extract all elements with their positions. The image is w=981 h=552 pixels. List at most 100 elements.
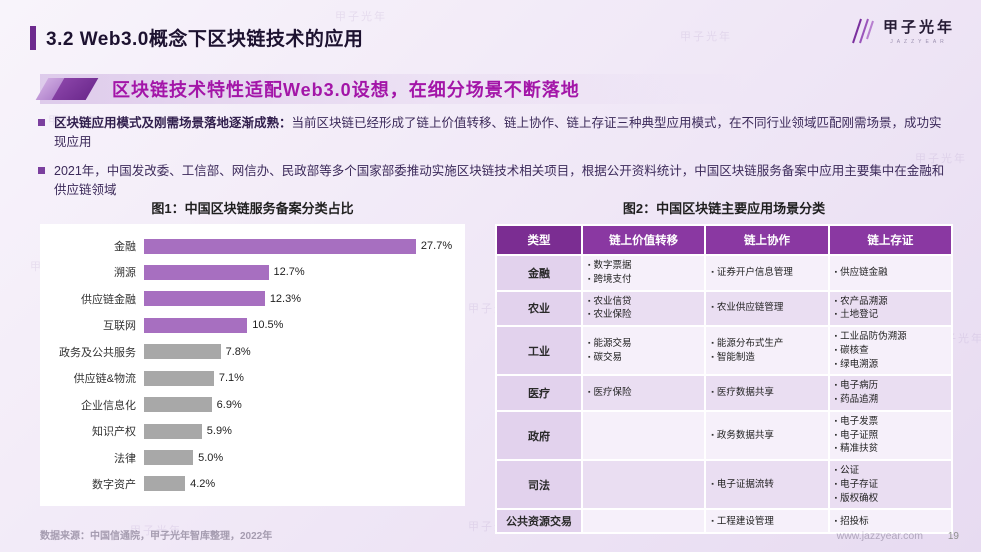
table-cell [580, 409, 707, 462]
table-header-row: 类型 链上价值转移 链上协作 链上存证 [495, 224, 954, 256]
subtitle-ribbon: 区块链技术特性适配Web3.0设想，在细分场景不断落地 [35, 74, 947, 104]
bar-row: 数字资产 4.2% [46, 476, 453, 492]
table-type-cell: 政府 [495, 409, 583, 462]
watermark: 甲子光年 [48, 115, 100, 127]
table-row: 政府 ▪ 政务数据共享 ▪ 电子发票 ▪ 电子证照 ▪ 精准扶贫 [495, 409, 954, 462]
table-cell: ▪ 能源交易 ▪ 碳交易 [580, 325, 707, 377]
bullet-square-icon: ▪ [834, 360, 838, 368]
bullet-square-icon: ▪ [834, 445, 838, 453]
table-cell-item: ▪ 电子证据流转 [711, 478, 774, 490]
bullet-square-icon: ▪ [834, 268, 838, 276]
bar-track: 12.7% [144, 264, 453, 280]
table-cell [580, 459, 707, 511]
bullet-item: 区块链应用模式及刚需场景落地逐渐成熟：当前区块链已经形成了链上价值转移、链上协作… [38, 114, 953, 153]
bar-chart: 金融 27.7% 溯源 12.7% 供应链金融 12.3% 互联网 10.5% 政务及公共服务 7… [46, 238, 453, 492]
table-cell-item: ▪ 土地登记 [834, 309, 879, 321]
table-cell: ▪ 电子证据流转 [704, 459, 830, 511]
bar-row: 法律 5.0% [46, 450, 453, 466]
table-cell: ▪ 能源分布式生产 ▪ 智能制造 [704, 325, 830, 377]
bar [144, 476, 186, 492]
subtitle-band [40, 74, 947, 104]
content-row: 图1：中国区块链服务备案分类占比 金融 27.7% 溯源 12.7% 供应链金融 12.3… [40, 198, 954, 535]
bar-track: 10.5% [144, 317, 453, 333]
table-cell [580, 508, 707, 535]
bar-value-label: 7.8% [225, 345, 251, 358]
bar-value-label: 27.7% [420, 240, 453, 252]
footer-website: www.jazzyear.com [836, 530, 923, 542]
scenario-table: 类型 链上价值转移 链上协作 链上存证 金融 ▪ 数字票据 ▪ 跨境支付 ▪ 证券开户信息管理 ▪ 供… [495, 224, 954, 535]
bar-value-label: 12.3% [269, 292, 302, 305]
bullet-square-icon: ▪ [834, 396, 838, 404]
table-row: 司法 ▪ 电子证据流转 ▪ 公证 ▪ 电子存证 ▪ 版权确权 [495, 459, 954, 511]
bullet-square-icon: ▪ [588, 389, 591, 397]
bar-track: 5.0% [144, 450, 453, 465]
bar [144, 238, 416, 254]
table-cell-item: ▪ 政务数据共享 [711, 429, 774, 441]
table-type-cell: 工业 [495, 325, 583, 377]
bullet-square-icon: ▪ [588, 339, 591, 347]
watermark: 甲子光年 [335, 11, 387, 23]
table-cell-item: ▪ 证券开户信息管理 [711, 266, 793, 278]
table-cell: ▪ 电子发票 ▪ 电子证照 ▪ 精准扶贫 [827, 409, 954, 462]
bar-row: 企业信息化 6.9% [46, 397, 453, 413]
brand-logo-subtext: JAZZYEAR [890, 39, 948, 45]
table-type-cell: 医疗 [495, 374, 583, 412]
table-cell: ▪ 农产品溯源 ▪ 土地登记 [827, 289, 954, 328]
table-cell-item: ▪ 电子病历 [834, 380, 879, 392]
table-cell-item: ▪ 医疗保险 [588, 387, 632, 399]
table-header-cell: 链上价值转移 [580, 224, 707, 256]
bullet-item: 2021年，中国发改委、工信部、网信办、民政部等多个国家部委推动实施区块链技术相… [38, 162, 953, 201]
brand-logo-text: 甲子光年 [882, 19, 955, 36]
bar-category-label: 供应链金融 [81, 293, 136, 306]
table-cell: ▪ 农业信贷 ▪ 农业保险 [580, 289, 707, 328]
table-cell-item: ▪ 药品追溯 [834, 394, 879, 406]
table-cell: ▪ 政务数据共享 [704, 409, 830, 462]
bullet-square-icon: ▪ [711, 517, 714, 525]
table-cell-item: ▪ 工业品防伪溯源 [834, 331, 907, 343]
bar-track: 12.3% [144, 291, 453, 307]
bullet-square-icon: ▪ [711, 268, 714, 276]
watermark: 甲子光年 [130, 525, 182, 537]
bar-value-label: 5.9% [206, 425, 232, 438]
bar-category-label: 溯源 [114, 267, 136, 280]
table-cell-item: ▪ 数字票据 [588, 260, 632, 271]
table-cell-item: ▪ 农业信贷 [588, 295, 632, 307]
title-accent-bar [30, 25, 36, 50]
bar-value-label: 7.1% [218, 372, 244, 385]
table-row: 公共资源交易 ▪ 工程建设管理 ▪ 招投标 [495, 508, 954, 535]
bar-category-label: 企业信息化 [81, 399, 136, 412]
page-number: 19 [947, 531, 959, 542]
bar-row: 供应链金融 12.3% [46, 291, 453, 307]
table-cell-item: ▪ 电子发票 [834, 415, 879, 427]
bullet-square-icon: ▪ [834, 346, 838, 354]
bullet-square-icon: ▪ [711, 389, 714, 397]
bar-category-label: 知识产权 [92, 426, 136, 439]
bullet-square-icon: ▪ [588, 311, 591, 319]
bullet-square-icon: ▪ [711, 339, 714, 347]
table-row: 工业 ▪ 能源交易 ▪ 碳交易 ▪ 能源分布式生产 ▪ 智能制造 ▪ 工业品防伪溯源 ▪ 碳核查 ▪ 绿电溯… [495, 325, 954, 377]
table-cell-item: ▪ 精准扶贫 [834, 443, 879, 455]
table-cell-item: ▪ 跨境支付 [588, 273, 632, 285]
subtitle-text: 区块链技术特性适配Web3.0设想，在细分场景不断落地 [112, 80, 580, 100]
bar-track: 7.1% [144, 370, 453, 386]
bullet-square-icon [38, 166, 45, 174]
bar-chart-panel: 金融 27.7% 溯源 12.7% 供应链金融 12.3% 互联网 10.5% 政务及公共服务 7… [40, 224, 465, 506]
table-type-cell: 农业 [495, 289, 583, 328]
bar-value-label: 5.0% [198, 451, 224, 464]
bullet-square-icon: ▪ [588, 275, 591, 283]
bar-category-label: 金融 [114, 241, 136, 253]
bar-category-label: 法律 [114, 452, 136, 465]
bar-track: 7.8% [144, 344, 453, 360]
watermark: 甲子光年 [915, 153, 967, 165]
bar-track: 27.7% [144, 238, 453, 254]
bar-row: 互联网 10.5% [46, 317, 453, 333]
table-cell-item: ▪ 农业供应链管理 [711, 302, 784, 314]
table-header-cell: 链上存证 [827, 224, 954, 256]
figure2-title: 图2：中国区块链主要应用场景分类 [622, 201, 826, 216]
bullet-square-icon: ▪ [834, 467, 838, 475]
bar-row: 溯源 12.7% [46, 264, 453, 280]
bar-track: 4.2% [144, 476, 453, 492]
brand-logo: 甲子光年 JAZZYEAR [847, 16, 955, 45]
table-cell-item: ▪ 碳核查 [834, 344, 869, 356]
bullet-square-icon [38, 119, 45, 126]
